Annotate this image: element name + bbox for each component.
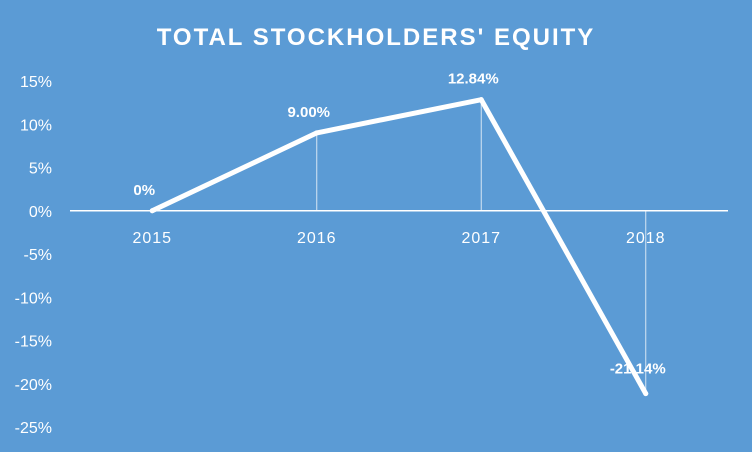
x-category-label: 2018 [626,230,666,247]
y-tick-label: 10% [20,117,52,134]
y-tick-label: -10% [15,290,52,307]
series-group [149,97,649,397]
y-tick-label: 0% [29,204,52,221]
y-tick-label: -25% [15,420,52,437]
data-label: 0% [133,182,155,199]
y-tick-label: 15% [20,74,52,91]
series-line [149,97,649,397]
data-label: 9.00% [287,104,330,121]
data-point [643,391,649,397]
y-tick-label: -15% [15,334,52,351]
drop-lines-group [316,99,647,394]
data-point [478,97,484,103]
data-label: -21.14% [610,361,666,378]
x-category-label: 2016 [297,230,337,247]
data-point [149,208,155,214]
data-point [314,130,320,136]
y-tick-label: -5% [24,247,52,264]
x-category-label: 2017 [461,230,501,247]
y-tick-label: 5% [29,161,52,178]
data-label: 12.84% [448,71,499,88]
x-axis: 2015 2016 2017 2018 [70,210,728,247]
y-tick-label: -20% [15,377,52,394]
x-category-label: 2015 [132,230,172,247]
chart-title: TOTAL STOCKHOLDERS' EQUITY [157,24,596,51]
y-axis: 15% 10% 5% 0% -5% -10% -15% -20% -25% [15,74,52,437]
data-labels-group: 0% 9.00% 12.84% -21.14% [133,71,665,378]
